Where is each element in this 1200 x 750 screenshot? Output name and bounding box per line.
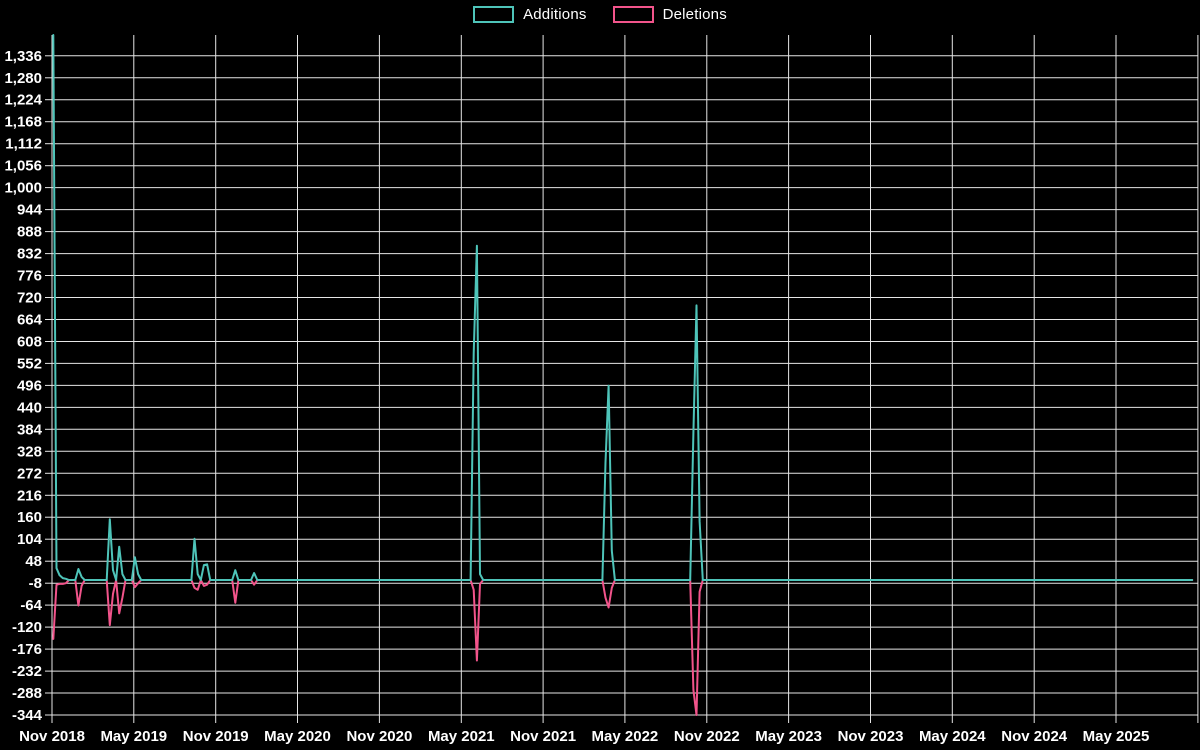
y-tick-label: 1,336 — [4, 48, 42, 65]
y-tick-label: -344 — [12, 707, 43, 724]
y-tick-label: 160 — [17, 509, 42, 526]
deletions-swatch-icon — [612, 6, 654, 23]
y-tick-label: -176 — [12, 641, 42, 658]
x-tick-label: Nov 2019 — [183, 728, 249, 745]
additions-swatch-icon — [473, 6, 515, 23]
y-tick-label: 328 — [17, 443, 42, 460]
x-tick-label: May 2020 — [264, 728, 331, 745]
y-tick-label: 888 — [17, 224, 42, 241]
gridlines — [45, 35, 1199, 723]
deletions-line — [52, 579, 1194, 716]
x-tick-label: Nov 2023 — [838, 728, 904, 745]
y-tick-label: 1,056 — [4, 158, 42, 175]
y-tick-label: 48 — [25, 553, 42, 570]
x-tick-label: May 2019 — [100, 728, 167, 745]
y-tick-label: -8 — [29, 575, 42, 592]
x-tick-label: May 2022 — [592, 728, 659, 745]
x-tick-label: Nov 2021 — [510, 728, 576, 745]
x-tick-label: May 2021 — [428, 728, 495, 745]
y-tick-label: -64 — [20, 597, 42, 614]
x-tick-label: May 2024 — [919, 728, 986, 745]
x-tick-label: May 2025 — [1083, 728, 1150, 745]
y-tick-label: 832 — [17, 246, 42, 263]
y-tick-label: 664 — [17, 312, 43, 329]
y-tick-label: 1,280 — [4, 70, 42, 87]
legend-deletions-label: Deletions — [662, 6, 727, 23]
y-tick-label: 384 — [17, 421, 43, 438]
y-tick-label: -288 — [12, 685, 42, 702]
x-tick-label: Nov 2022 — [674, 728, 740, 745]
y-tick-label: 440 — [17, 399, 42, 416]
y-tick-label: 1,168 — [4, 114, 42, 131]
y-tick-label: 608 — [17, 334, 42, 351]
y-tick-label: 496 — [17, 377, 42, 394]
additions-line — [52, 34, 1194, 581]
y-tick-label: 776 — [17, 268, 42, 285]
y-tick-label: 944 — [17, 202, 43, 219]
x-axis-labels: Nov 2018 May 2019 Nov 2019 May 2020 Nov 2020… — [19, 728, 1149, 745]
chart-legend: Additions Deletions — [0, 6, 1200, 23]
x-tick-label: Nov 2020 — [346, 728, 412, 745]
legend-item-additions[interactable]: Additions — [473, 6, 587, 23]
y-tick-label: 1,000 — [4, 180, 42, 197]
y-tick-label: 1,224 — [4, 92, 42, 109]
legend-additions-label: Additions — [523, 6, 587, 23]
y-tick-label: 216 — [17, 487, 42, 504]
y-tick-label: 1,112 — [5, 136, 42, 153]
y-tick-label: 104 — [17, 531, 43, 548]
x-tick-label: May 2023 — [755, 728, 822, 745]
y-tick-label: 552 — [17, 355, 42, 372]
y-tick-label: -120 — [12, 619, 42, 636]
y-tick-label: -232 — [12, 663, 42, 680]
y-axis-labels: 1,336 1,280 1,224 1,168 1,112 1,056 1,000 944 88… — [4, 48, 42, 724]
x-tick-label: Nov 2024 — [1001, 728, 1068, 745]
y-tick-label: 720 — [17, 290, 42, 307]
y-tick-label: 272 — [17, 465, 42, 482]
legend-item-deletions[interactable]: Deletions — [612, 6, 727, 23]
x-tick-label: Nov 2018 — [19, 728, 85, 745]
